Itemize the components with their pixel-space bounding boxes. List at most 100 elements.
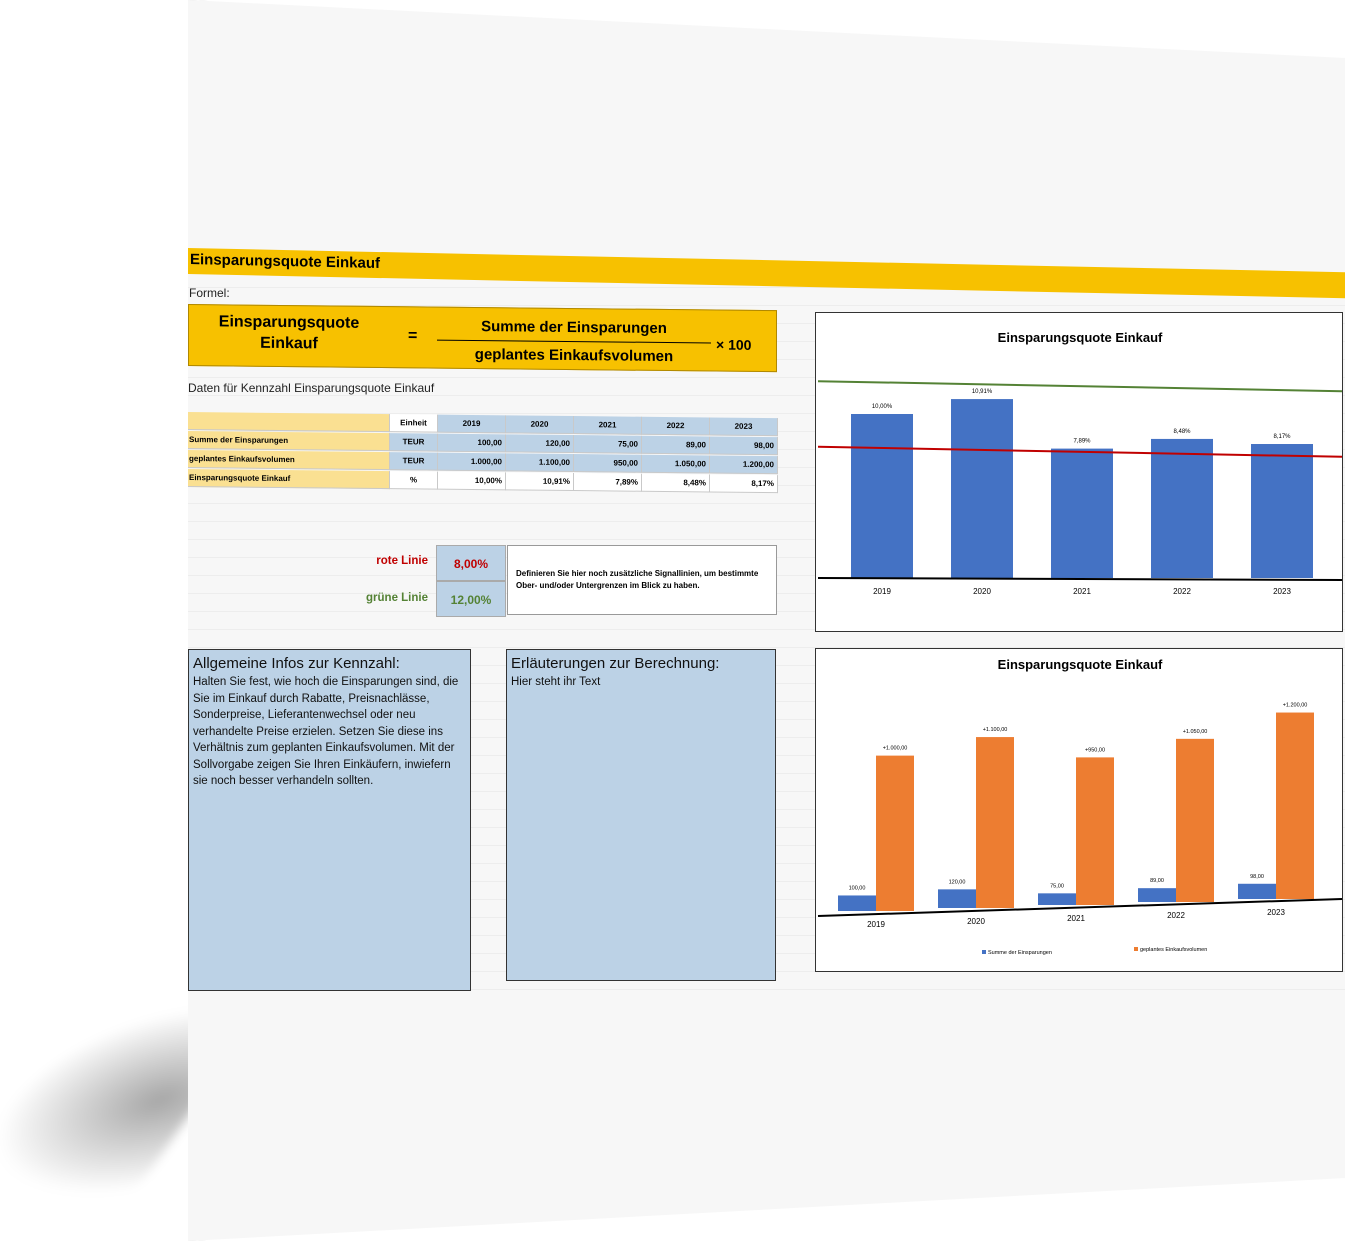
data-table-caption: Daten für Kennzahl Einsparungsquote Eink… (188, 381, 435, 395)
data-label: +950,00 (1085, 747, 1105, 753)
bar (838, 895, 876, 911)
formula-lhs: Einsparungsquote Einkauf (218, 313, 360, 353)
data-label: 89,00 (1150, 878, 1164, 884)
fraction-line (437, 339, 711, 344)
x-tick-label: 2022 (1173, 587, 1191, 596)
formula-box: Einsparungsquote Einkauf = Summe der Ein… (188, 304, 777, 373)
x-tick-label: 2023 (1267, 908, 1285, 917)
value-cell[interactable]: 120,00 (506, 434, 574, 454)
value-cell[interactable]: 7,89% (574, 473, 642, 492)
formula-multiplier: × 100 (716, 336, 752, 353)
year-header[interactable]: 2023 (710, 417, 778, 437)
row-unit[interactable]: TEUR (390, 452, 438, 471)
info-general-text: Halten Sie fest, wie hoch die Einsparung… (193, 676, 459, 787)
data-label: 120,00 (949, 879, 966, 885)
row-label[interactable]: Einsparungsquote Einkauf (188, 469, 390, 490)
unit-header[interactable]: Einheit (390, 414, 438, 433)
bar (938, 889, 976, 908)
year-header[interactable]: 2020 (506, 415, 574, 435)
value-cell[interactable]: 10,91% (506, 472, 574, 492)
value-cell[interactable]: 1.100,00 (506, 453, 574, 473)
info-general-box[interactable]: Allgemeine Infos zur Kennzahl: Halten Si… (188, 649, 471, 991)
document-sheet: Einsparungsquote Einkauf Formel: Einspar… (188, 0, 1345, 1241)
chart-title: Einsparungsquote Einkauf (998, 657, 1163, 672)
x-tick-label: 2020 (967, 917, 985, 926)
value-cell[interactable]: 1.200,00 (710, 455, 778, 475)
x-tick-label: 2019 (873, 587, 891, 596)
chart-title: Einsparungsquote Einkauf (998, 330, 1163, 345)
formula-equals: = (408, 327, 418, 345)
year-header[interactable]: 2022 (642, 416, 710, 436)
bar (1138, 888, 1176, 902)
value-cell[interactable]: 75,00 (574, 435, 642, 454)
data-label: 7,89% (1073, 439, 1091, 445)
year-header[interactable]: 2021 (574, 416, 642, 435)
value-cell[interactable]: 10,00% (438, 471, 506, 491)
row-label[interactable]: Summe der Einsparungen (188, 431, 390, 452)
x-axis-line (817, 577, 1343, 581)
bar (1051, 448, 1113, 578)
data-label: 10,00% (872, 404, 893, 410)
formula-label: Formel: (189, 286, 230, 300)
year-header[interactable]: 2019 (438, 414, 506, 434)
signal-lines: rote Linie 8,00% grüne Linie 12,00% Defi… (366, 543, 777, 617)
x-tick-label: 2021 (1067, 914, 1085, 923)
legend-entry: geplantes Einkaufsvolumen (1140, 947, 1207, 953)
data-label: +1.100,00 (983, 727, 1008, 733)
x-tick-label: 2022 (1167, 911, 1185, 920)
row-unit[interactable]: % (390, 471, 438, 490)
legend-entry: Summe der Einsparungen (988, 950, 1052, 956)
quota-chart-svg: Einsparungsquote Einkauf 10,00% 2019 10,91%… (817, 330, 1343, 596)
value-cell[interactable]: 8,17% (710, 474, 778, 494)
row-unit[interactable]: TEUR (390, 433, 438, 452)
data-label: +1.000,00 (883, 746, 908, 752)
bar (1151, 438, 1213, 578)
page-title: Einsparungsquote Einkauf (190, 251, 381, 273)
header-label-cell[interactable] (188, 412, 390, 433)
data-label: 8,48% (1173, 429, 1191, 435)
x-tick-label: 2023 (1273, 587, 1291, 596)
formula-denominator: geplantes Einkaufsvolumen (474, 346, 674, 366)
bar (1038, 893, 1076, 905)
signal-note: Definieren Sie hier noch zusätzliche Sig… (507, 545, 777, 615)
info-calc-text: Hier steht ihr Text (511, 676, 601, 688)
value-cell[interactable]: 950,00 (574, 454, 642, 473)
legend-swatch (982, 950, 986, 954)
data-label: 98,00 (1250, 874, 1264, 880)
x-tick-label: 2020 (973, 587, 991, 596)
volume-chart-svg: Einsparungsquote Einkauf 100,00 +1.000,00 2… (817, 657, 1343, 956)
data-label: +1.050,00 (1183, 729, 1208, 735)
bar (876, 755, 914, 911)
data-label: 10,91% (972, 389, 993, 395)
value-cell[interactable]: 1.000,00 (438, 452, 506, 472)
x-tick-label: 2019 (867, 920, 885, 929)
bar (1076, 757, 1114, 905)
red-line-value[interactable]: 8,00% (436, 545, 506, 581)
bar (851, 414, 913, 578)
data-label: 100,00 (849, 885, 866, 891)
bar (1238, 883, 1276, 899)
info-calc-heading: Erläuterungen zur Berechnung: (511, 655, 720, 672)
info-general-heading: Allgemeine Infos zur Kennzahl: (193, 655, 400, 672)
row-label[interactable]: geplantes Einkaufsvolumen (188, 450, 390, 471)
green-line-label: grüne Linie (366, 592, 428, 604)
quota-chart[interactable]: Einsparungsquote Einkauf 10,00% 2019 10,91%… (815, 312, 1343, 632)
value-cell[interactable]: 98,00 (710, 436, 778, 456)
value-cell[interactable]: 100,00 (438, 433, 506, 453)
data-table: Einheit 2019 2020 2021 2022 2023 Summe d… (188, 412, 778, 494)
bar (951, 399, 1013, 578)
data-label: +1.200,00 (1283, 703, 1308, 709)
data-label: 75,00 (1050, 883, 1064, 889)
bar (1276, 712, 1314, 899)
reference-line (817, 380, 1343, 393)
green-line-value[interactable]: 12,00% (436, 581, 506, 617)
reference-line (817, 445, 1343, 458)
value-cell[interactable]: 89,00 (642, 435, 710, 455)
value-cell[interactable]: 8,48% (642, 473, 710, 493)
bar (976, 737, 1014, 908)
value-cell[interactable]: 1.050,00 (642, 454, 710, 474)
info-calc-box[interactable]: Erläuterungen zur Berechnung: Hier steht… (506, 649, 776, 981)
legend-swatch (1134, 947, 1138, 951)
x-tick-label: 2021 (1073, 587, 1091, 596)
volume-chart[interactable]: Einsparungsquote Einkauf 100,00 +1.000,00 2… (815, 648, 1343, 972)
